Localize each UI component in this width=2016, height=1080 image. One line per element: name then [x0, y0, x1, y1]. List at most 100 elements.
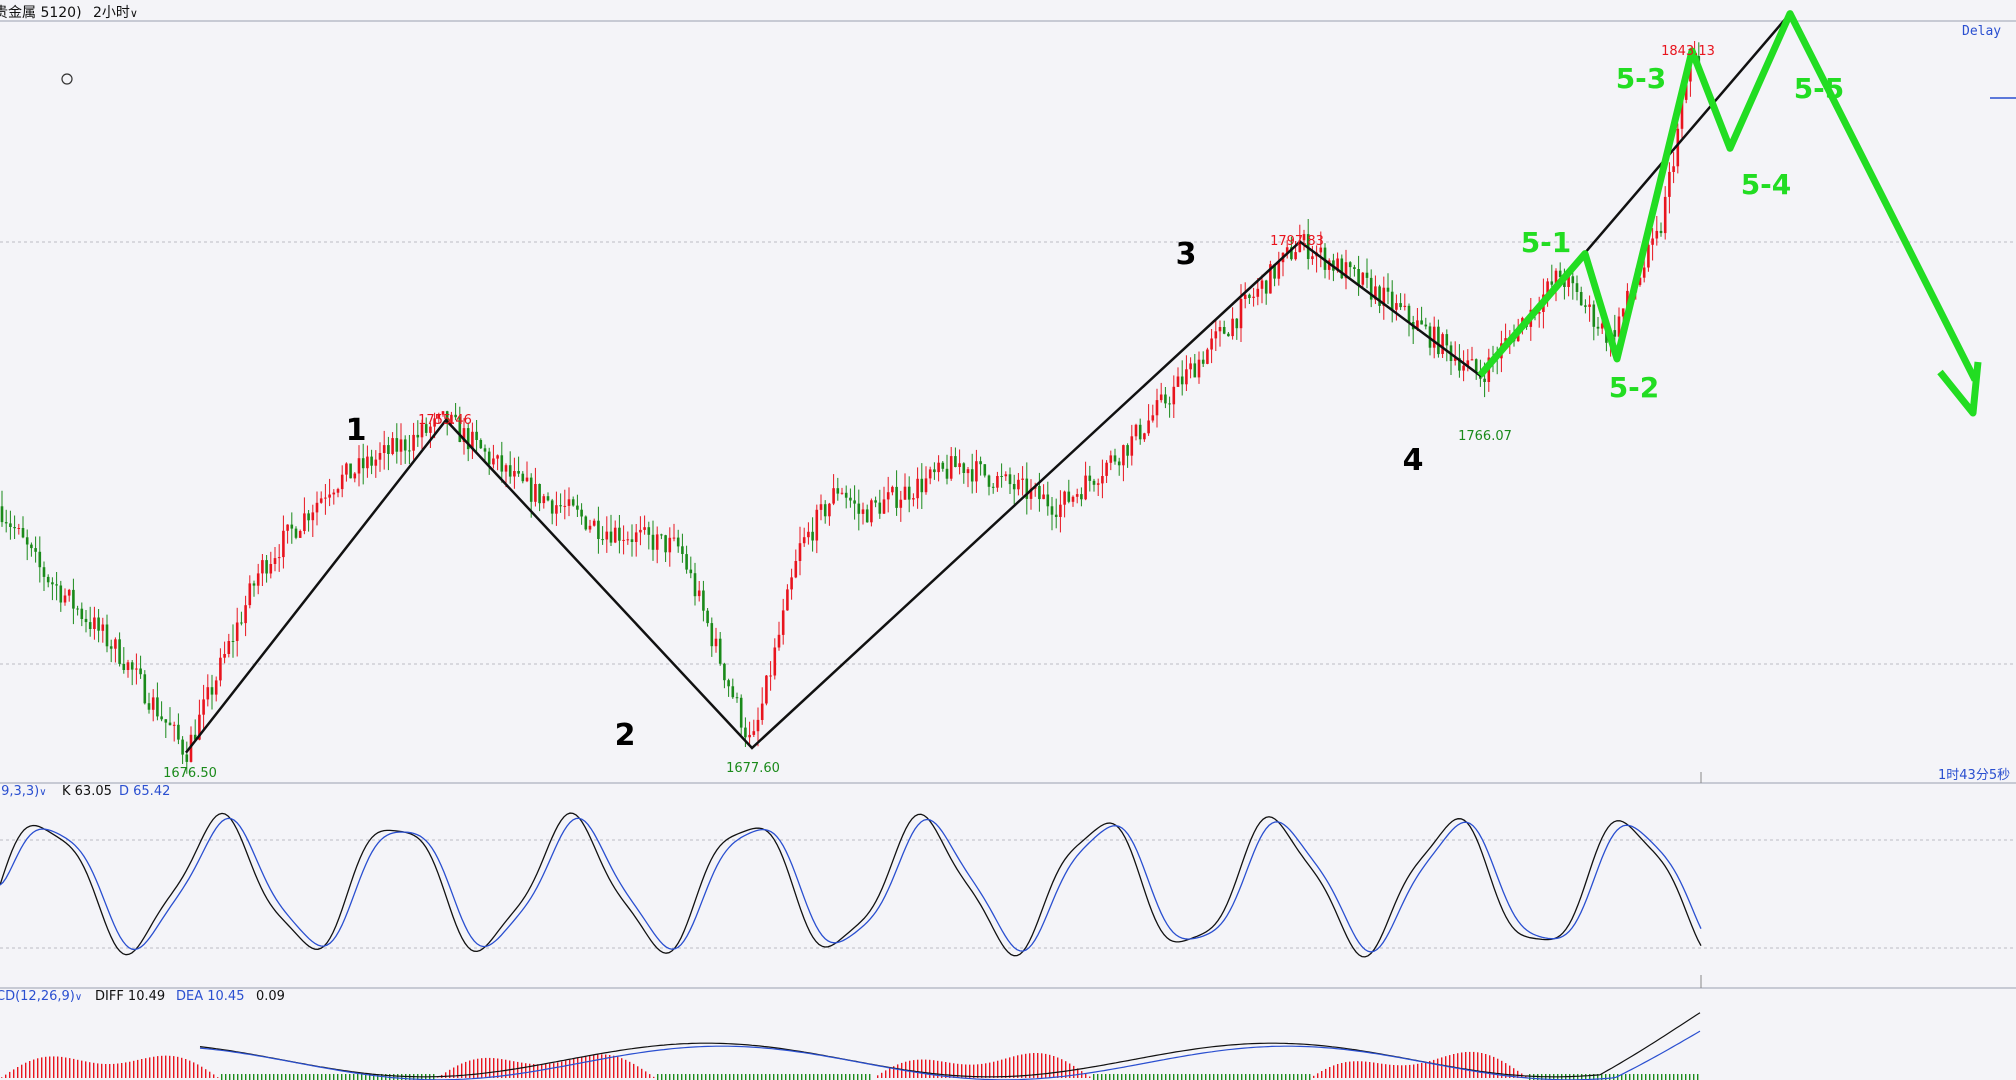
macd-bar	[1533, 1074, 1535, 1080]
macd-bar	[1641, 1074, 1643, 1080]
kdj-indicator-select[interactable]: (9,3,3)∨	[0, 784, 47, 799]
macd-bar	[1077, 1068, 1079, 1078]
macd-bar	[233, 1074, 235, 1080]
macd-indicator-select[interactable]: CD(12,26,9)∨	[0, 989, 82, 1004]
candle	[151, 689, 155, 722]
macd-bar	[117, 1063, 119, 1078]
macd-bar	[205, 1069, 207, 1078]
macd-bar	[937, 1060, 939, 1078]
macd-bar	[365, 1074, 367, 1080]
candle	[1042, 484, 1045, 500]
macd-bar	[1233, 1074, 1235, 1080]
candle	[676, 529, 680, 553]
candle	[412, 422, 415, 460]
candle	[160, 701, 163, 722]
macd-bar	[1177, 1074, 1179, 1080]
candle	[147, 692, 151, 714]
macd-bar	[269, 1074, 271, 1080]
candle	[996, 471, 999, 492]
candle	[903, 473, 907, 500]
candle	[1647, 241, 1650, 272]
macd-bar	[1157, 1074, 1159, 1080]
candle	[899, 490, 903, 522]
candle	[466, 422, 470, 462]
macd-bar	[609, 1055, 611, 1078]
candle	[1231, 307, 1234, 340]
macd-bar	[861, 1074, 863, 1080]
candle	[475, 420, 478, 453]
candle	[80, 602, 84, 627]
candle	[261, 554, 264, 586]
candle	[1579, 286, 1583, 306]
macd-bar	[701, 1074, 703, 1080]
macd-bar	[453, 1067, 455, 1078]
macd-bar	[1001, 1059, 1003, 1078]
candle	[387, 436, 390, 471]
candle	[496, 454, 499, 471]
candle	[966, 467, 970, 488]
macd-bar	[961, 1064, 963, 1078]
macd-bar	[589, 1055, 591, 1078]
candle	[1067, 479, 1071, 504]
candle	[693, 562, 697, 606]
candle	[1164, 387, 1167, 409]
macd-bar	[1217, 1074, 1219, 1080]
macd-bar	[93, 1062, 95, 1078]
candle	[714, 627, 718, 653]
macd-bar	[761, 1074, 763, 1080]
candle	[1424, 317, 1428, 330]
macd-bar	[1453, 1054, 1455, 1078]
candle	[970, 453, 974, 494]
candle	[773, 638, 777, 680]
candle	[857, 489, 861, 531]
candle	[353, 472, 357, 483]
macd-bar	[301, 1074, 303, 1080]
macd-bar	[477, 1058, 479, 1078]
macd-bar	[889, 1068, 891, 1078]
timeframe-select[interactable]: 2小时∨	[93, 2, 138, 22]
macd-bar	[393, 1074, 395, 1080]
candle	[429, 422, 432, 448]
candle	[479, 438, 483, 449]
candle	[172, 721, 176, 742]
chevron-down-icon: ∨	[129, 7, 138, 20]
macd-histogram	[1, 1051, 1699, 1080]
candle	[21, 516, 25, 539]
candle	[395, 423, 399, 464]
candle	[605, 516, 609, 553]
macd-bar	[737, 1074, 739, 1080]
projection-arrowhead	[1937, 361, 1982, 417]
candle	[252, 580, 256, 597]
macd-bar	[641, 1068, 643, 1078]
macd-bar	[1385, 1064, 1387, 1078]
macd-bar	[601, 1054, 603, 1078]
candle	[618, 515, 621, 554]
price-label-high-5: 1843.13	[1661, 44, 1715, 59]
candle	[315, 491, 319, 526]
macd-bar	[1257, 1074, 1259, 1080]
macd-bar	[141, 1059, 143, 1078]
macd-bar	[1193, 1074, 1195, 1080]
projection-label-5-5: 5-5	[1793, 72, 1845, 105]
wave-label-3: 3	[1175, 237, 1197, 272]
macd-bar	[125, 1062, 127, 1078]
candle	[34, 536, 37, 563]
macd-bar	[569, 1059, 571, 1078]
macd-bar	[637, 1066, 639, 1078]
macd-bar	[481, 1058, 483, 1078]
macd-bar	[21, 1064, 23, 1078]
candle	[983, 464, 987, 478]
projection-label-5-1: 5-1	[1520, 226, 1572, 259]
macd-bar	[13, 1069, 15, 1078]
candle	[206, 674, 210, 707]
macd-bar	[809, 1074, 811, 1080]
crosshair-icon[interactable]	[61, 73, 73, 85]
candle	[1084, 461, 1087, 501]
macd-bar	[201, 1066, 203, 1078]
candle	[781, 598, 785, 645]
candle	[1369, 269, 1373, 308]
candlestick-series	[0, 41, 1701, 774]
candle	[437, 412, 441, 424]
candle	[1668, 162, 1671, 214]
